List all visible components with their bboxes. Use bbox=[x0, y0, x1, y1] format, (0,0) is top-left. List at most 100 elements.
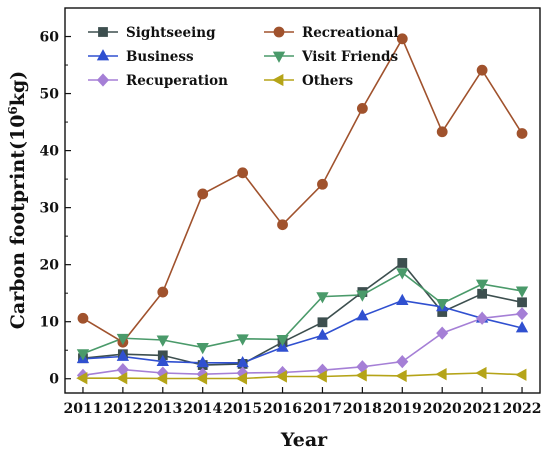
y-tick-label: 20 bbox=[40, 258, 60, 274]
y-tick-label: 60 bbox=[40, 30, 60, 46]
data-point-recreational bbox=[237, 167, 249, 179]
data-point-visit-friends bbox=[316, 292, 329, 304]
series-line-recuperation bbox=[82, 312, 523, 377]
data-point-visit-friends bbox=[116, 333, 130, 346]
data-point-others bbox=[155, 372, 168, 385]
data-point-visit-friends bbox=[396, 268, 409, 280]
x-tick-label: 2021 bbox=[463, 401, 502, 417]
series-lines bbox=[82, 37, 523, 380]
data-point-recreational bbox=[356, 102, 368, 114]
legend-marker-recreational bbox=[273, 26, 285, 38]
data-point-recreational bbox=[317, 178, 328, 190]
data-point-visit-friends bbox=[356, 290, 369, 302]
data-point-others bbox=[116, 371, 128, 385]
legend-marker-others bbox=[272, 73, 284, 87]
x-tick-label: 2011 bbox=[63, 401, 102, 417]
data-point-recuperation bbox=[436, 326, 449, 340]
legend-label-recreational: Recreational bbox=[302, 25, 399, 41]
data-point-visit-friends bbox=[475, 279, 489, 291]
legend-item-business: Business bbox=[88, 49, 194, 65]
legend-item-sightseeing: Sightseeing bbox=[88, 25, 216, 41]
data-point-recuperation bbox=[396, 355, 409, 369]
data-point-others bbox=[475, 366, 487, 380]
x-tick-label: 2018 bbox=[343, 401, 382, 417]
data-point-others bbox=[395, 369, 407, 383]
y-tick-label: 0 bbox=[49, 372, 59, 388]
data-point-visit-friends bbox=[236, 334, 249, 346]
series-line-others bbox=[83, 372, 523, 380]
x-tick-label: 2019 bbox=[383, 401, 422, 417]
data-point-recreational bbox=[277, 219, 288, 231]
data-point-others bbox=[235, 372, 248, 385]
x-tick-label: 2014 bbox=[183, 401, 222, 417]
data-point-recreational bbox=[157, 286, 169, 298]
x-tick-label: 2017 bbox=[303, 401, 342, 417]
x-axis-ticks: 2011 2012 2013 2014 2015 2016 2017 2018 2019 2020… bbox=[63, 387, 542, 417]
legend-item-others: Others bbox=[264, 73, 354, 89]
data-point-recreational bbox=[197, 188, 209, 200]
data-point-sightseeing bbox=[517, 297, 527, 308]
data-point-sightseeing bbox=[397, 258, 408, 268]
legend-marker-visit-friends bbox=[272, 51, 286, 63]
y-axis-title-main: Carbon footprint(10 bbox=[7, 115, 29, 330]
y-axis-title: Carbon footprint(106kg) bbox=[6, 71, 29, 329]
data-point-recreational bbox=[396, 33, 408, 45]
x-tick-label: 2016 bbox=[263, 401, 302, 417]
data-point-recreational bbox=[516, 128, 528, 139]
series-line-recreational bbox=[82, 37, 523, 344]
legend-marker-sightseeing bbox=[98, 27, 108, 37]
data-point-visit-friends bbox=[436, 299, 449, 311]
legend-label-others: Others bbox=[302, 73, 354, 89]
y-axis-title-superscript: 6 bbox=[6, 106, 20, 114]
legend-label-visit-friends: Visit Friends bbox=[301, 49, 398, 65]
x-tick-label: 2012 bbox=[103, 401, 142, 417]
y-tick-label: 30 bbox=[40, 201, 60, 217]
y-axis-title-end: kg) bbox=[7, 71, 29, 106]
x-axis-title: Year bbox=[280, 429, 328, 451]
data-point-recreational bbox=[476, 64, 488, 76]
y-tick-label: 50 bbox=[40, 87, 60, 103]
data-point-recuperation bbox=[476, 311, 489, 325]
data-point-others bbox=[435, 368, 447, 381]
data-point-business bbox=[396, 293, 409, 306]
legend-label-sightseeing: Sightseeing bbox=[126, 25, 216, 41]
data-point-visit-friends bbox=[276, 334, 289, 347]
data-point-others bbox=[315, 370, 327, 383]
data-point-business bbox=[116, 349, 130, 361]
series-markers bbox=[76, 33, 529, 385]
x-tick-label: 2015 bbox=[223, 401, 262, 417]
data-point-visit-friends bbox=[515, 286, 529, 298]
data-point-others bbox=[195, 372, 208, 385]
data-point-recreational bbox=[436, 126, 448, 138]
data-point-visit-friends bbox=[76, 349, 90, 361]
data-point-business bbox=[316, 328, 329, 340]
legend-label-recuperation: Recuperation bbox=[126, 73, 228, 89]
data-point-others bbox=[76, 371, 88, 385]
x-tick-label: 2022 bbox=[503, 401, 542, 417]
plot-area-frame bbox=[64, 7, 541, 394]
y-tick-label: 10 bbox=[40, 315, 60, 331]
legend-marker-recuperation bbox=[96, 73, 110, 87]
data-point-visit-friends bbox=[196, 342, 209, 355]
legend-marker-business bbox=[96, 49, 110, 61]
data-point-business bbox=[356, 309, 369, 321]
legend-label-business: Business bbox=[126, 49, 194, 65]
data-point-sightseeing bbox=[317, 317, 328, 328]
series-line-sightseeing bbox=[82, 261, 523, 366]
series-line-business bbox=[82, 299, 523, 364]
legend: Sightseeing Recreational Business Visit Fri… bbox=[88, 25, 399, 89]
data-point-business bbox=[196, 355, 209, 368]
y-axis-ticks: 0 10 20 30 40 50 60 bbox=[40, 30, 71, 388]
series-line-visit-friends bbox=[82, 271, 523, 355]
legend-item-visit-friends: Visit Friends bbox=[264, 49, 398, 65]
data-point-others bbox=[355, 369, 367, 382]
data-point-recreational bbox=[77, 312, 89, 324]
legend-item-recreational: Recreational bbox=[264, 25, 399, 41]
data-point-business bbox=[276, 340, 289, 352]
x-tick-label: 2020 bbox=[423, 401, 462, 417]
legend-item-recuperation: Recuperation bbox=[88, 73, 228, 89]
x-tick-label: 2013 bbox=[143, 401, 182, 417]
data-point-business bbox=[156, 354, 169, 367]
data-point-business bbox=[515, 321, 529, 333]
